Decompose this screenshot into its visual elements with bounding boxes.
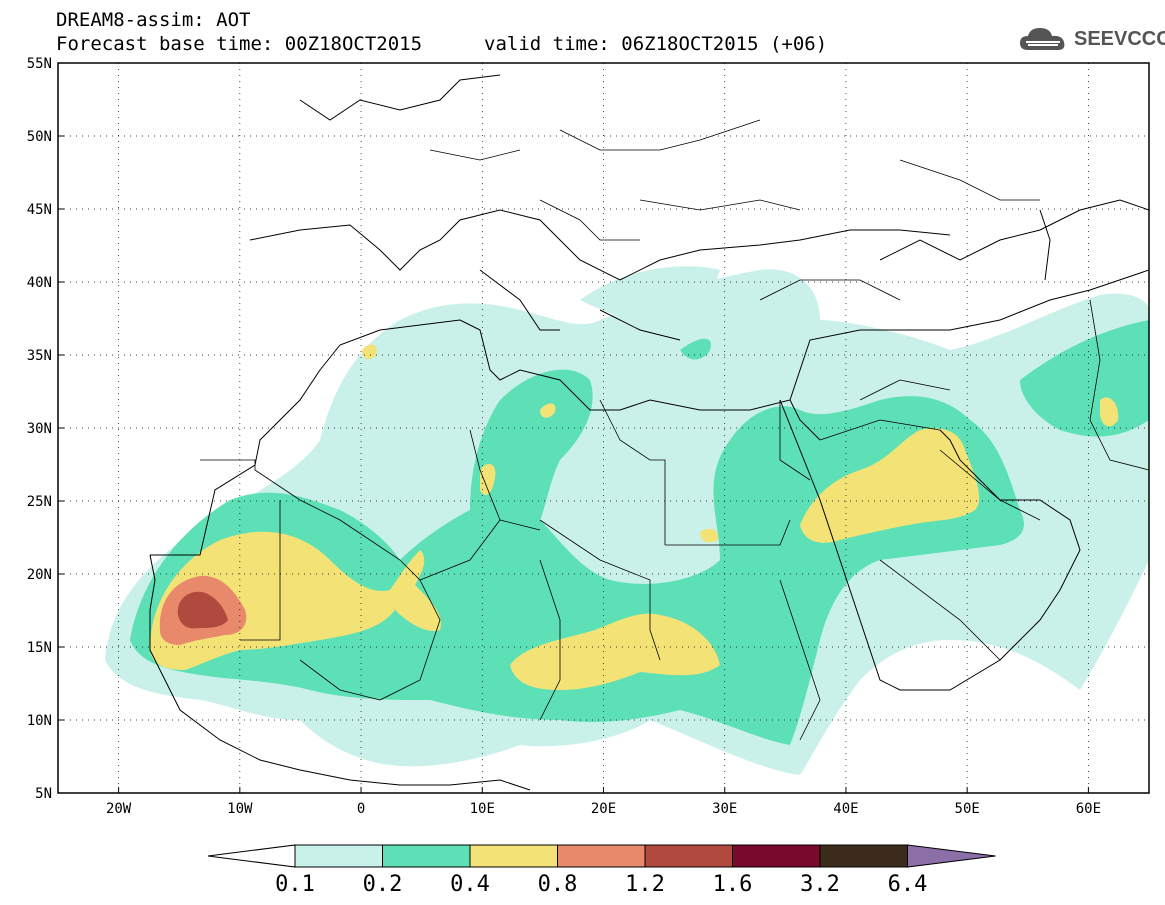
colorbar-under-triangle — [207, 844, 296, 868]
logo-text: SEEVCCC — [1074, 28, 1165, 50]
lat-tick-label: 40N — [27, 275, 52, 291]
lat-tick-label: 15N — [27, 640, 52, 656]
lon-tick-label: 60E — [1076, 801, 1101, 817]
colorbar-label: 6.4 — [888, 872, 928, 897]
colorbar-label: 0.1 — [275, 872, 315, 897]
lon-tick-label: 50E — [955, 801, 980, 817]
lon-tick-label: 40E — [833, 801, 858, 817]
seevccc-logo: SEEVCCC — [1018, 24, 1165, 54]
lon-tick-label: 20E — [591, 801, 616, 817]
lat-tick-label: 35N — [27, 348, 52, 364]
colorbar-swatch — [294, 844, 383, 868]
colorbar-label: 1.2 — [625, 872, 665, 897]
colorbar-label: 0.8 — [538, 872, 578, 897]
valid-time-label: valid time: 06Z18OCT2015 (+06) — [484, 33, 828, 55]
colorbar-label: 3.2 — [800, 872, 840, 897]
lat-tick-label: 10N — [27, 713, 52, 729]
longitude-axis: 20W 10W 0 10E 20E 30E 40E 50E 60E — [106, 787, 1101, 817]
aot-band-1.2 — [177, 591, 228, 629]
colorbar-swatch — [644, 844, 733, 868]
cloud-icon — [1020, 28, 1065, 50]
base-time-label: Forecast base time: 00Z18OCT2015 — [56, 33, 423, 55]
lat-tick-label: 50N — [27, 129, 52, 145]
aot-field — [105, 266, 1149, 775]
lat-tick-label: 25N — [27, 494, 52, 510]
borders — [200, 119, 1149, 741]
lon-tick-label: 30E — [712, 801, 737, 817]
colorbar-swatch — [819, 844, 908, 868]
lat-tick-label: 55N — [27, 56, 52, 72]
colorbar-swatch — [557, 844, 646, 868]
lon-tick-label: 10E — [470, 801, 495, 817]
colorbar-swatch — [382, 844, 471, 868]
colorbar-label: 0.2 — [363, 872, 403, 897]
latitude-axis: 55N 50N 45N 40N 35N 30N 25N 20N 15N 10N 5N — [27, 56, 64, 802]
map-title: DREAM8-assim: AOT — [56, 9, 251, 31]
colorbar-label: 1.6 — [713, 872, 753, 897]
coastlines — [149, 74, 1149, 791]
colorbar-swatch — [732, 844, 821, 868]
lat-tick-label: 5N — [35, 786, 52, 802]
colorbar-label: 0.4 — [450, 872, 490, 897]
aot-band-0.4 — [150, 344, 1119, 690]
lat-tick-label: 45N — [27, 202, 52, 218]
lon-tick-label: 20W — [106, 801, 132, 817]
colorbar: 0.1 0.2 0.4 0.8 1.2 1.6 3.2 6.4 — [207, 844, 996, 897]
colorbar-swatch — [469, 844, 558, 868]
lat-tick-label: 30N — [27, 421, 52, 437]
colorbar-over-triangle — [907, 844, 996, 868]
lat-tick-label: 20N — [27, 567, 52, 583]
lon-tick-label: 10W — [227, 801, 253, 817]
lon-tick-label: 0 — [357, 801, 365, 817]
